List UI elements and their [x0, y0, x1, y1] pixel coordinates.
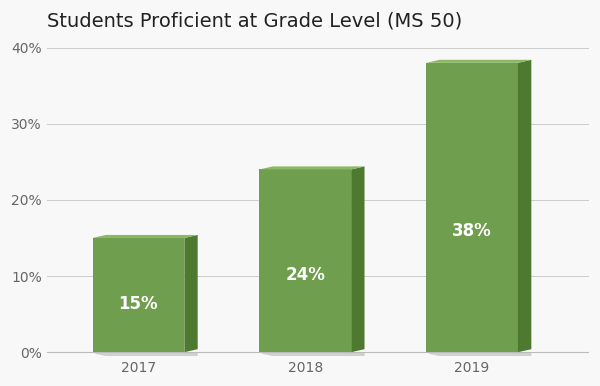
Polygon shape	[184, 235, 197, 352]
Bar	[92, 238, 184, 352]
Bar	[426, 63, 518, 352]
Bar	[259, 169, 351, 352]
Polygon shape	[351, 166, 365, 352]
Polygon shape	[426, 352, 532, 356]
Polygon shape	[259, 166, 365, 169]
Polygon shape	[426, 60, 532, 63]
Text: 24%: 24%	[286, 266, 325, 284]
Text: 15%: 15%	[119, 295, 158, 313]
Polygon shape	[92, 352, 197, 356]
Text: Students Proficient at Grade Level (MS 50): Students Proficient at Grade Level (MS 5…	[47, 11, 462, 30]
Polygon shape	[92, 235, 197, 238]
Text: 38%: 38%	[452, 222, 492, 240]
Polygon shape	[259, 352, 365, 356]
Polygon shape	[518, 60, 532, 352]
